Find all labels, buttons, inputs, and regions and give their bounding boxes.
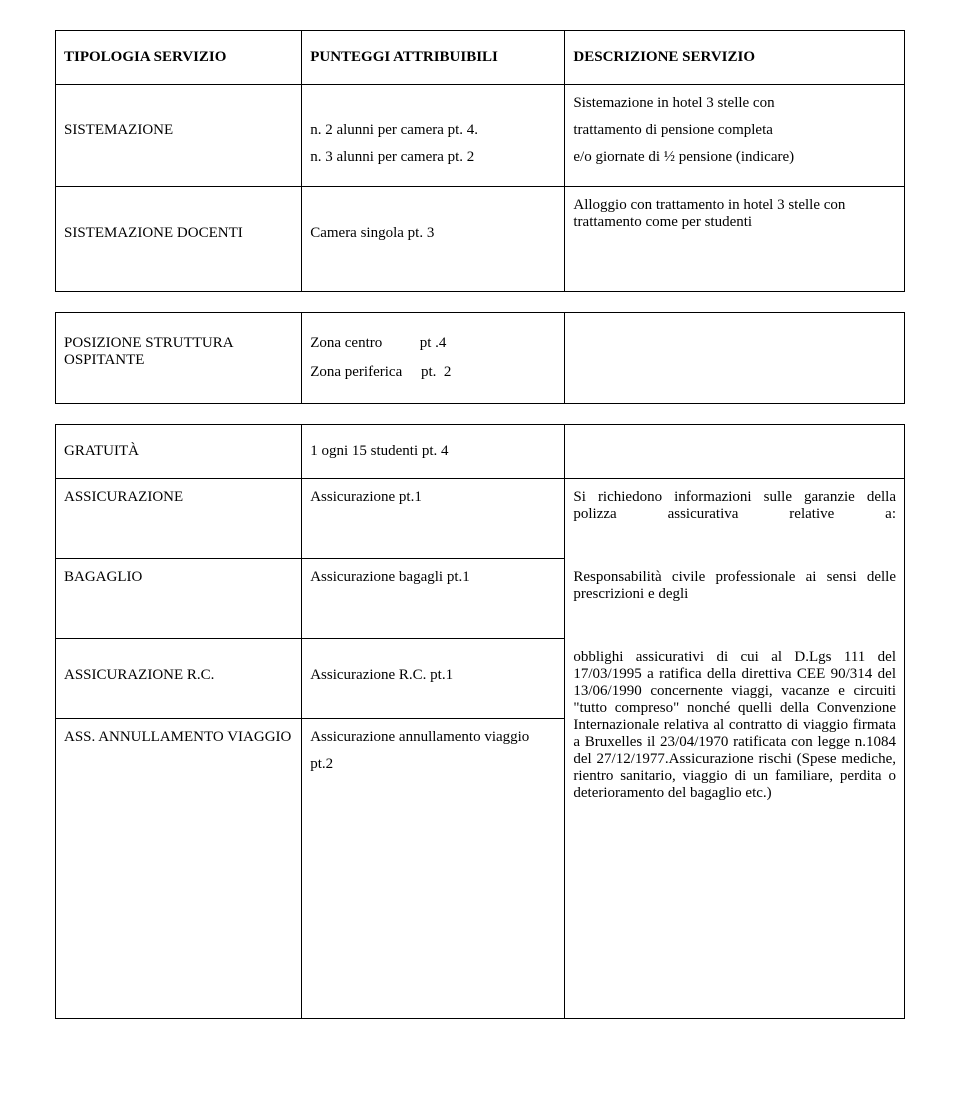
assic-rc-score: Assicurazione R.C. pt.1 <box>302 639 565 719</box>
sistemazione-label: SISTEMAZIONE <box>56 85 302 187</box>
header-punteggi: PUNTEGGI ATTRIBUIBILI <box>302 31 565 85</box>
bagaglio-label-text: BAGAGLIO <box>64 569 142 585</box>
sistemazione-score: n. 2 alunni per camera pt. 4. n. 3 alunn… <box>302 85 565 187</box>
docenti-label: SISTEMAZIONE DOCENTI <box>56 187 302 292</box>
posizione-score-2: Zona periferica pt. 2 <box>310 364 556 381</box>
annul-score: Assicurazione annullamento viaggio pt.2 <box>302 719 565 1019</box>
assic-label: ASSICURAZIONE <box>56 479 302 559</box>
annul-score-1: Assicurazione annullamento viaggio <box>310 729 556 746</box>
docenti-score-text: Camera singola pt. 3 <box>310 225 556 242</box>
table-sistemazione: TIPOLOGIA SERVIZIO PUNTEGGI ATTRIBUIBILI… <box>55 30 905 292</box>
sistemazione-desc-3: e/o giornate di ½ pensione (indicare) <box>573 149 896 166</box>
assic-desc-row1: Si richiedono informazioni sulle garanzi… <box>565 479 905 559</box>
assic-desc-row3: obblighi assicurativi di cui al D.Lgs 11… <box>565 639 905 1019</box>
assic-rc-label-text: ASSICURAZIONE R.C. <box>64 667 293 684</box>
sistemazione-score-1: n. 2 alunni per camera pt. 4. <box>310 122 556 139</box>
assic-label-text: ASSICURAZIONE <box>64 489 183 505</box>
assic-rc-score-text: Assicurazione R.C. pt.1 <box>310 667 556 684</box>
gratuita-score-text: 1 ogni 15 studenti pt. 4 <box>310 443 448 459</box>
gratuita-label-text: GRATUITÀ <box>64 443 139 459</box>
sistemazione-desc-2: trattamento di pensione completa <box>573 122 896 139</box>
assic-desc-p3: obblighi assicurativi di cui al D.Lgs 11… <box>573 649 896 802</box>
annul-label: ASS. ANNULLAMENTO VIAGGIO <box>56 719 302 1019</box>
assic-desc-row2: Responsabilità civile professionale ai s… <box>565 559 905 639</box>
header-tipologia: TIPOLOGIA SERVIZIO <box>56 31 302 85</box>
posizione-label: POSIZIONE STRUTTURA OSPITANTE <box>56 313 302 404</box>
sistemazione-label-text: SISTEMAZIONE <box>64 122 293 139</box>
table-assicurazione: GRATUITÀ 1 ogni 15 studenti pt. 4 ASSICU… <box>55 424 905 1019</box>
assic-rc-label: ASSICURAZIONE R.C. <box>56 639 302 719</box>
assic-score: Assicurazione pt.1 <box>302 479 565 559</box>
sistemazione-score-2: n. 3 alunni per camera pt. 2 <box>310 149 556 166</box>
annul-label-text: ASS. ANNULLAMENTO VIAGGIO <box>64 729 293 746</box>
annul-score-2: pt.2 <box>310 756 556 773</box>
sistemazione-desc: Sistemazione in hotel 3 stelle con tratt… <box>565 85 905 187</box>
posizione-score-1: Zona centro pt .4 <box>310 335 556 352</box>
sistemazione-desc-1: Sistemazione in hotel 3 stelle con <box>573 95 896 112</box>
gratuita-desc <box>565 425 905 479</box>
assic-desc-p2: Responsabilità civile professionale ai s… <box>573 569 896 603</box>
table-posizione: POSIZIONE STRUTTURA OSPITANTE Zona centr… <box>55 312 905 404</box>
docenti-score: Camera singola pt. 3 <box>302 187 565 292</box>
gratuita-label: GRATUITÀ <box>56 425 302 479</box>
docenti-desc-text: Alloggio con trattamento in hotel 3 stel… <box>573 197 896 231</box>
assic-desc-p1: Si richiedono informazioni sulle garanzi… <box>573 489 896 523</box>
posizione-label-text: POSIZIONE STRUTTURA OSPITANTE <box>64 335 293 369</box>
bagaglio-score-text: Assicurazione bagagli pt.1 <box>310 569 470 585</box>
gratuita-score: 1 ogni 15 studenti pt. 4 <box>302 425 565 479</box>
bagaglio-label: BAGAGLIO <box>56 559 302 639</box>
bagaglio-score: Assicurazione bagagli pt.1 <box>302 559 565 639</box>
header-descrizione: DESCRIZIONE SERVIZIO <box>565 31 905 85</box>
assic-score-text: Assicurazione pt.1 <box>310 489 422 505</box>
posizione-desc <box>565 313 905 404</box>
docenti-desc: Alloggio con trattamento in hotel 3 stel… <box>565 187 905 292</box>
docenti-label-text: SISTEMAZIONE DOCENTI <box>64 225 293 242</box>
posizione-score: Zona centro pt .4 Zona periferica pt. 2 <box>302 313 565 404</box>
